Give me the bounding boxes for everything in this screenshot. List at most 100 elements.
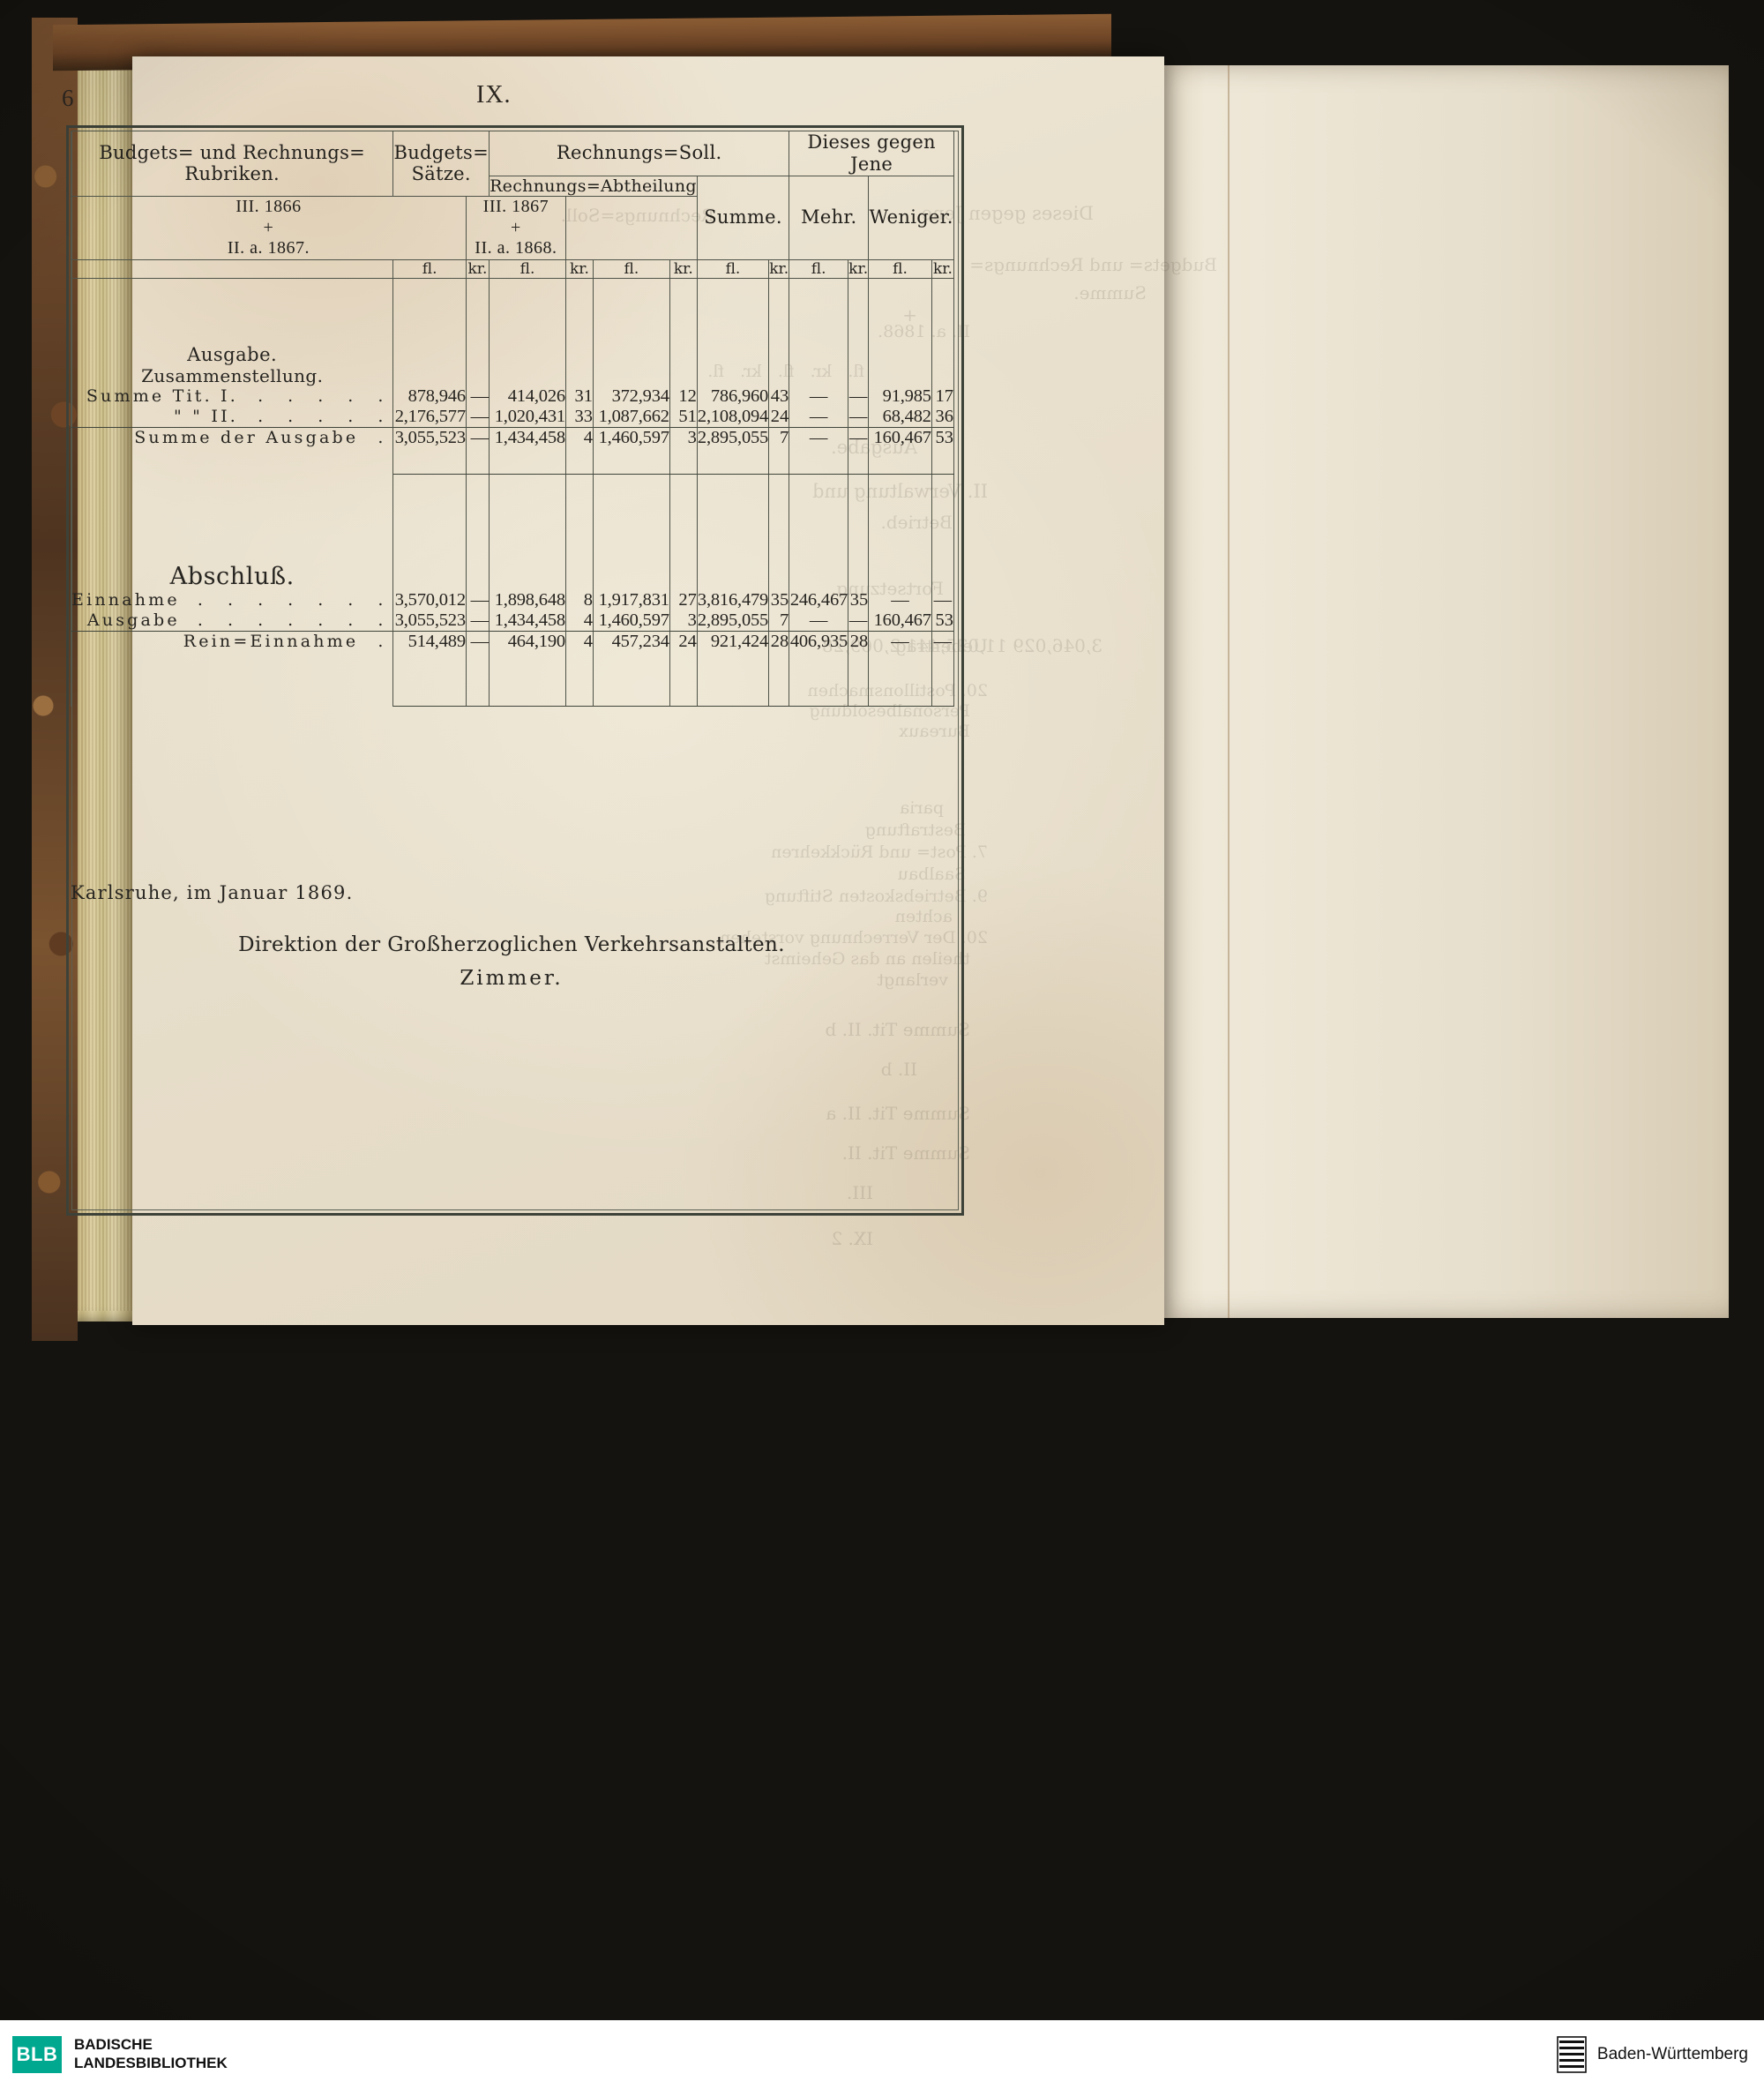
spacer-cell [70, 278, 394, 344]
section-label-abschluss: Abschluß. [70, 562, 394, 590]
row-leader-dots: . . . . . [258, 386, 393, 407]
header-rubriken: Budgets= und Rechnungs= Rubriken. [70, 131, 394, 197]
header-period-1: III. 1866 + II. a. 1867. [71, 195, 467, 260]
cell-budget-fl: 3,570,012 [392, 589, 467, 610]
cell-mehr-fl: — [789, 386, 849, 407]
unit-weniger-fl: fl. [868, 258, 932, 279]
cell-weniger-kr: 53 [931, 610, 955, 632]
state-label: Baden-Württemberg [1596, 2045, 1748, 2063]
cell-mehr-kr: — [848, 426, 870, 448]
cell-weniger-fl: 160,467 [868, 610, 932, 632]
cell-summe-fl: 921,424 [696, 630, 770, 652]
cell-abt2-kr: 27 [669, 589, 698, 610]
cell-mehr-kr: 35 [848, 589, 870, 610]
table-header-row-1: Budgets= und Rechnungs= Rubriken. Budget… [70, 131, 954, 197]
header-budget-line1: Budgets= [393, 141, 489, 163]
cell-abt1-fl: 414,026 [489, 386, 566, 407]
unit-summe-kr: kr. [768, 258, 790, 279]
header-mehr: Mehr. [789, 175, 870, 260]
table-units-row: fl. kr. fl. kr. fl. kr. fl. kr. fl. kr. … [70, 258, 955, 279]
library-footer-bar: BLB BADISCHE LANDESBIBLIOTHEK Baden-Würt… [0, 2020, 1764, 2089]
cell-budget-fl: 2,176,577 [392, 406, 467, 428]
header-weniger: Weniger. [868, 175, 954, 260]
cell-mehr-kr: — [848, 610, 870, 632]
table-header-row-2: Rechnungs=Abtheilung Summe. Mehr. Wenige… [71, 175, 954, 260]
cell-budget-fl: 3,055,523 [392, 610, 467, 632]
cell-mehr-fl: — [789, 426, 849, 448]
header-rechnungs-abtheilung: Rechnungs=Abtheilung [489, 175, 698, 197]
row-leader-dots: . . . . . . . [197, 590, 393, 610]
cell-summe-kr: 7 [768, 610, 790, 632]
header-rubriken-line2: Rubriken. [184, 163, 280, 185]
section-heading-zusammenstellung: Zusammenstellung. [70, 364, 955, 386]
units-spacer [70, 258, 394, 279]
header-period-2-plus: + [511, 217, 521, 237]
cell-abt1-kr: 31 [564, 386, 594, 407]
table-spacer-row-2 [70, 447, 955, 475]
row-label-text: Rein=Einnahme [183, 632, 359, 652]
cell-abt2-fl: 457,234 [592, 630, 670, 652]
header-budget-line2: Sätze. [411, 163, 471, 185]
row-label-text: Summe Tit. I. [86, 386, 239, 407]
unit-abt1-fl: fl. [489, 258, 566, 279]
cell-budget-kr: — [465, 610, 490, 632]
book-cover-marbled [32, 18, 78, 1341]
spacer-cell [70, 651, 394, 707]
unit-abt2-fl: fl. [592, 258, 670, 279]
header-summe: Summe. [696, 175, 790, 260]
row-label: Summe der Ausgabe . [70, 426, 394, 448]
table-row: " " II. . . . . . 2,176,577 — 1,020,431 … [70, 406, 955, 428]
cell-abt1-kr: 4 [564, 610, 594, 632]
section-label-ausgabe: Ausgabe. [70, 343, 394, 365]
header-rechnungs-soll: Rechnungs=Soll. [489, 131, 790, 176]
cell-weniger-kr: — [931, 630, 955, 652]
cell-mehr-fl: 246,467 [789, 589, 849, 610]
table-row: Einnahme . . . . . . . 3,570,012 — 1,898… [70, 589, 955, 610]
cell-abt1-kr: 4 [564, 426, 594, 448]
header-budget: Budgets= Sätze. [392, 131, 490, 197]
table-spacer-row-3 [70, 474, 955, 563]
cell-summe-fl: 2,108,094 [696, 406, 770, 428]
header-rubriken-line1: Budgets= und Rechnungs= [99, 141, 366, 163]
table-header-row-3: III. 1866 + II. a. 1867. III. 1867 + II.… [71, 195, 954, 260]
table-spacer-row-4 [70, 651, 955, 708]
unit-mehr-kr: kr. [848, 258, 870, 279]
closing-authority: Direktion der Großherzoglichen Verkehrsa… [238, 933, 785, 956]
cell-weniger-kr: 53 [931, 426, 955, 448]
table-row: Rein=Einnahme . 514,489 — 464,190 4 457,… [70, 630, 955, 652]
cell-mehr-kr: — [848, 406, 870, 428]
table-spacer-row-1 [70, 278, 955, 344]
cell-mehr-fl: 406,935 [789, 630, 849, 652]
cell-abt1-kr: 4 [564, 630, 594, 652]
closing-place-date: Karlsruhe, im Januar 1869. [71, 882, 354, 903]
header-period-2: III. 1867 + II. a. 1868. [465, 195, 566, 260]
cell-budget-kr: — [465, 630, 490, 652]
row-label-text: " " II. [174, 407, 239, 427]
cell-weniger-kr: 36 [931, 406, 955, 428]
row-leader-dots: . . . . . . . [197, 610, 393, 631]
unit-summe-fl: fl. [696, 258, 770, 279]
financial-table: Budgets= und Rechnungs= Rubriken. Budget… [70, 131, 955, 708]
signature-mark: IX. [476, 81, 512, 109]
closing-signer: Zimmer. [460, 967, 564, 990]
spacer-cell [70, 447, 394, 475]
header-period-2-line2: II. a. 1868. [475, 238, 557, 258]
closing-block: Karlsruhe, im Januar 1869. Direktion der… [71, 882, 953, 990]
cell-mehr-kr: 28 [848, 630, 870, 652]
row-leader-dots: . [377, 428, 393, 448]
cell-abt2-fl: 1,087,662 [592, 406, 670, 428]
library-name: BADISCHE LANDESBIBLIOTHEK [74, 2036, 228, 2072]
row-leader-dots: . [377, 632, 393, 652]
cell-mehr-kr: — [848, 386, 870, 407]
row-label-text: Einnahme [71, 590, 180, 610]
unit-budget-kr: kr. [465, 258, 490, 279]
section-label-zusammenstellung: Zusammenstellung. [70, 364, 394, 386]
cell-abt1-fl: 1,898,648 [489, 589, 566, 610]
cell-summe-fl: 2,895,055 [696, 426, 770, 448]
cell-weniger-fl: 68,482 [868, 406, 932, 428]
cell-abt2-fl: 1,460,597 [592, 610, 670, 632]
cell-budget-kr: — [465, 589, 490, 610]
section-heading-ausgabe: Ausgabe. [70, 343, 955, 365]
cell-summe-kr: 24 [768, 406, 790, 428]
